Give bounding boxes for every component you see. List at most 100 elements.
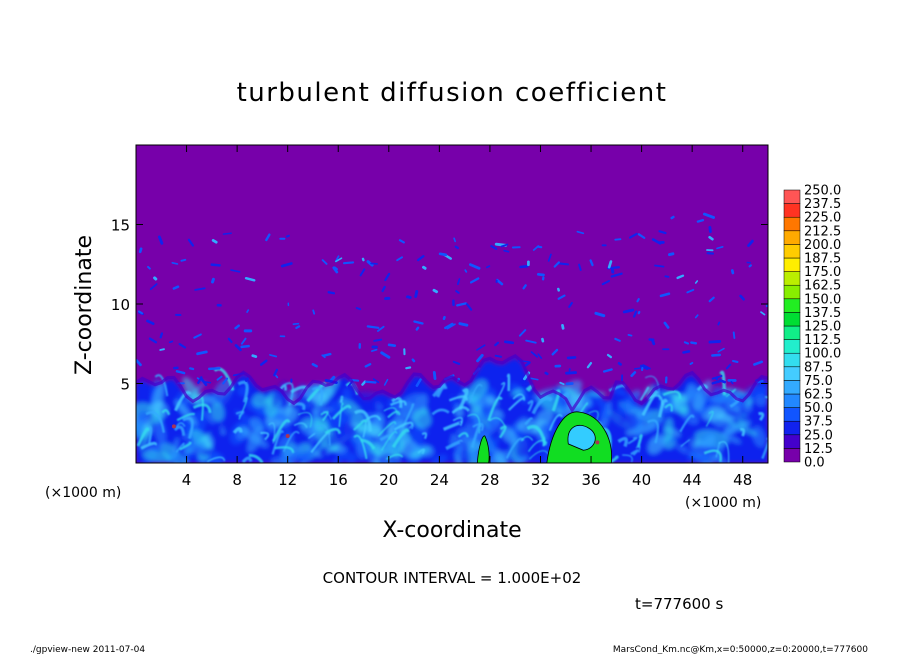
streak: [470, 424, 482, 448]
filament: [518, 329, 527, 337]
filament: [211, 277, 215, 284]
filament: [689, 361, 694, 365]
filament: [280, 262, 293, 268]
filament: [187, 238, 195, 247]
eddy: [297, 403, 314, 409]
filament: [355, 307, 362, 311]
colorbar-label: 87.5: [804, 360, 833, 375]
filament: [568, 301, 573, 308]
filament: [694, 280, 699, 284]
streak: [161, 409, 171, 416]
filament: [295, 325, 301, 330]
streak: [630, 449, 639, 456]
filament: [321, 259, 328, 265]
streak: [641, 390, 659, 416]
filament: [494, 354, 503, 358]
filament: [614, 337, 621, 342]
eddy: [659, 393, 674, 416]
filament: [614, 238, 622, 241]
streak: [647, 419, 660, 444]
streak: [354, 409, 372, 432]
filament: [332, 266, 339, 274]
filament: [717, 321, 721, 326]
colorbar-label: 200.0: [804, 238, 841, 253]
streak: [472, 422, 484, 432]
colorbar-swatch: [783, 380, 801, 395]
streak: [237, 380, 249, 403]
filament: [503, 249, 510, 253]
filament: [446, 323, 456, 330]
colorbar-swatch: [783, 203, 801, 218]
filament: [322, 352, 332, 357]
filament: [659, 292, 671, 298]
colorbar-label: 237.5: [804, 197, 841, 212]
streak: [145, 411, 166, 433]
filament: [175, 370, 186, 375]
eddy: [738, 415, 757, 423]
x-tick-label: 48: [733, 471, 752, 489]
footer-left: ./gpview-new 2011-07-04: [30, 645, 145, 654]
streak: [627, 436, 638, 445]
filament: [222, 377, 229, 385]
eddy: [532, 432, 547, 461]
filament: [172, 285, 180, 290]
streak: [431, 408, 450, 416]
filament: [398, 239, 405, 244]
x-tick-label: 36: [581, 471, 600, 489]
filament: [273, 368, 279, 377]
filament: [537, 353, 543, 359]
filament: [384, 272, 391, 282]
filament: [146, 319, 155, 326]
y-tick-label: 5: [120, 376, 130, 394]
eddy: [644, 417, 664, 433]
filament: [245, 377, 249, 382]
streak: [617, 436, 629, 448]
filament: [366, 260, 374, 267]
streak: [182, 416, 194, 439]
streak: [662, 390, 682, 399]
eddy: [484, 451, 512, 463]
filament: [246, 309, 250, 313]
filament: [715, 376, 719, 381]
colorbar-label: 100.0: [804, 347, 841, 362]
filament: [682, 350, 691, 354]
colorbar-swatch: [783, 420, 801, 436]
colorbar-swatch: [783, 230, 801, 245]
streak: [739, 427, 746, 437]
eddy: [722, 421, 752, 435]
streak: [725, 388, 737, 398]
eddy: [220, 416, 235, 432]
streak: [508, 397, 526, 411]
filament: [547, 253, 552, 262]
filament: [642, 364, 651, 370]
streak: [308, 433, 316, 439]
streak: [391, 428, 410, 449]
colorbar-label: 137.5: [804, 306, 841, 321]
x-tick-label: 32: [531, 471, 550, 489]
filament: [269, 354, 278, 358]
x-tick-label: 24: [430, 471, 449, 489]
filament: [210, 263, 221, 267]
filament: [602, 368, 613, 373]
streak: [467, 413, 481, 434]
streak: [379, 434, 392, 442]
colorbar-label: 75.0: [804, 374, 833, 389]
colorbar-label: 187.5: [804, 252, 841, 267]
streak: [271, 430, 285, 455]
filament: [708, 235, 714, 241]
filament: [458, 322, 469, 327]
filament: [432, 371, 437, 380]
eddy: [145, 443, 163, 453]
streak: [528, 450, 549, 460]
streak: [664, 403, 673, 412]
filament: [524, 361, 531, 367]
x-axis-title: X-coordinate: [382, 518, 521, 543]
eddy: [328, 422, 357, 446]
streak: [324, 427, 341, 435]
filament: [730, 269, 735, 275]
streak: [271, 419, 291, 443]
filament: [668, 252, 675, 257]
filament: [216, 375, 223, 381]
streak: [520, 436, 534, 442]
streak: [680, 439, 691, 447]
